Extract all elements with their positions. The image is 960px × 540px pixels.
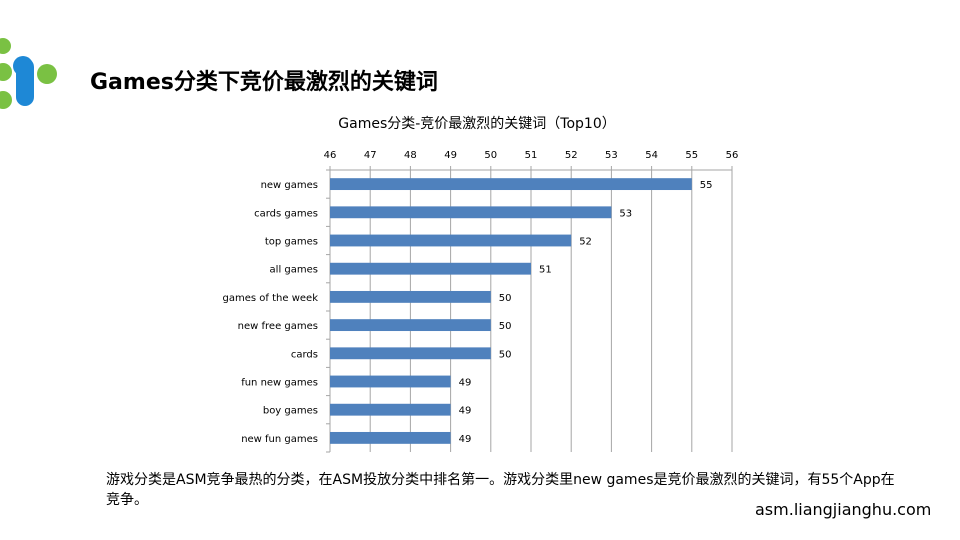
x-tick-label: 49 xyxy=(444,150,457,161)
chart-title: Games分类-竞价最激烈的关键词（Top10） xyxy=(338,115,615,132)
category-label: top games xyxy=(265,237,318,248)
x-tick-label: 52 xyxy=(565,150,578,161)
category-label: boy games xyxy=(263,406,318,417)
category-label: cards xyxy=(291,349,318,360)
bar xyxy=(330,403,451,416)
bar xyxy=(330,290,491,303)
category-label: all games xyxy=(270,265,318,276)
category-label: new fun games xyxy=(241,434,318,445)
bar xyxy=(330,262,531,275)
data-label: 49 xyxy=(459,378,472,389)
data-label: 53 xyxy=(619,208,632,219)
x-tick-label: 54 xyxy=(645,150,658,161)
x-tick-label: 51 xyxy=(525,150,538,161)
category-label: new games xyxy=(261,180,318,191)
category-label: fun new games xyxy=(241,378,318,389)
data-label: 49 xyxy=(459,434,472,445)
bar xyxy=(330,431,451,444)
bar xyxy=(330,178,692,191)
x-tick-label: 55 xyxy=(685,150,698,161)
x-tick-label: 56 xyxy=(726,150,739,161)
slide-title: Games分类下竞价最激烈的关键词 xyxy=(90,70,438,95)
x-tick-label: 50 xyxy=(484,150,497,161)
data-label: 50 xyxy=(499,321,512,332)
footer-url: asm.liangjianghu.com xyxy=(755,500,932,519)
data-label: 49 xyxy=(459,406,472,417)
category-label: new free games xyxy=(238,321,318,332)
x-tick-label: 48 xyxy=(404,150,417,161)
x-axis-ticks: 46 47 48 49 50 51 52 53 54 55 56 xyxy=(324,150,739,161)
data-label: 50 xyxy=(499,293,512,304)
category-label: games of the week xyxy=(223,293,319,304)
x-tick-label: 53 xyxy=(605,150,618,161)
bar xyxy=(330,375,451,388)
data-label: 55 xyxy=(700,180,713,191)
data-label: 50 xyxy=(499,349,512,360)
category-labels: new games cards games top games all games ga… xyxy=(223,180,319,445)
bar xyxy=(330,347,491,360)
x-tick-label: 47 xyxy=(364,150,377,161)
data-labels: 55 53 52 51 50 50 50 49 49 49 xyxy=(459,180,713,445)
bar xyxy=(330,319,491,332)
brand-logo-icon xyxy=(0,38,57,109)
chart-bars xyxy=(330,178,692,444)
bar xyxy=(330,234,572,247)
bar xyxy=(330,206,612,219)
data-label: 52 xyxy=(579,237,592,248)
slide-description: 游戏分类是ASM竞争最热的分类，在ASM投放分类中排名第一。游戏分类里new g… xyxy=(106,472,895,508)
x-tick-label: 46 xyxy=(324,150,337,161)
data-label: 51 xyxy=(539,265,552,276)
category-label: cards games xyxy=(254,208,318,219)
